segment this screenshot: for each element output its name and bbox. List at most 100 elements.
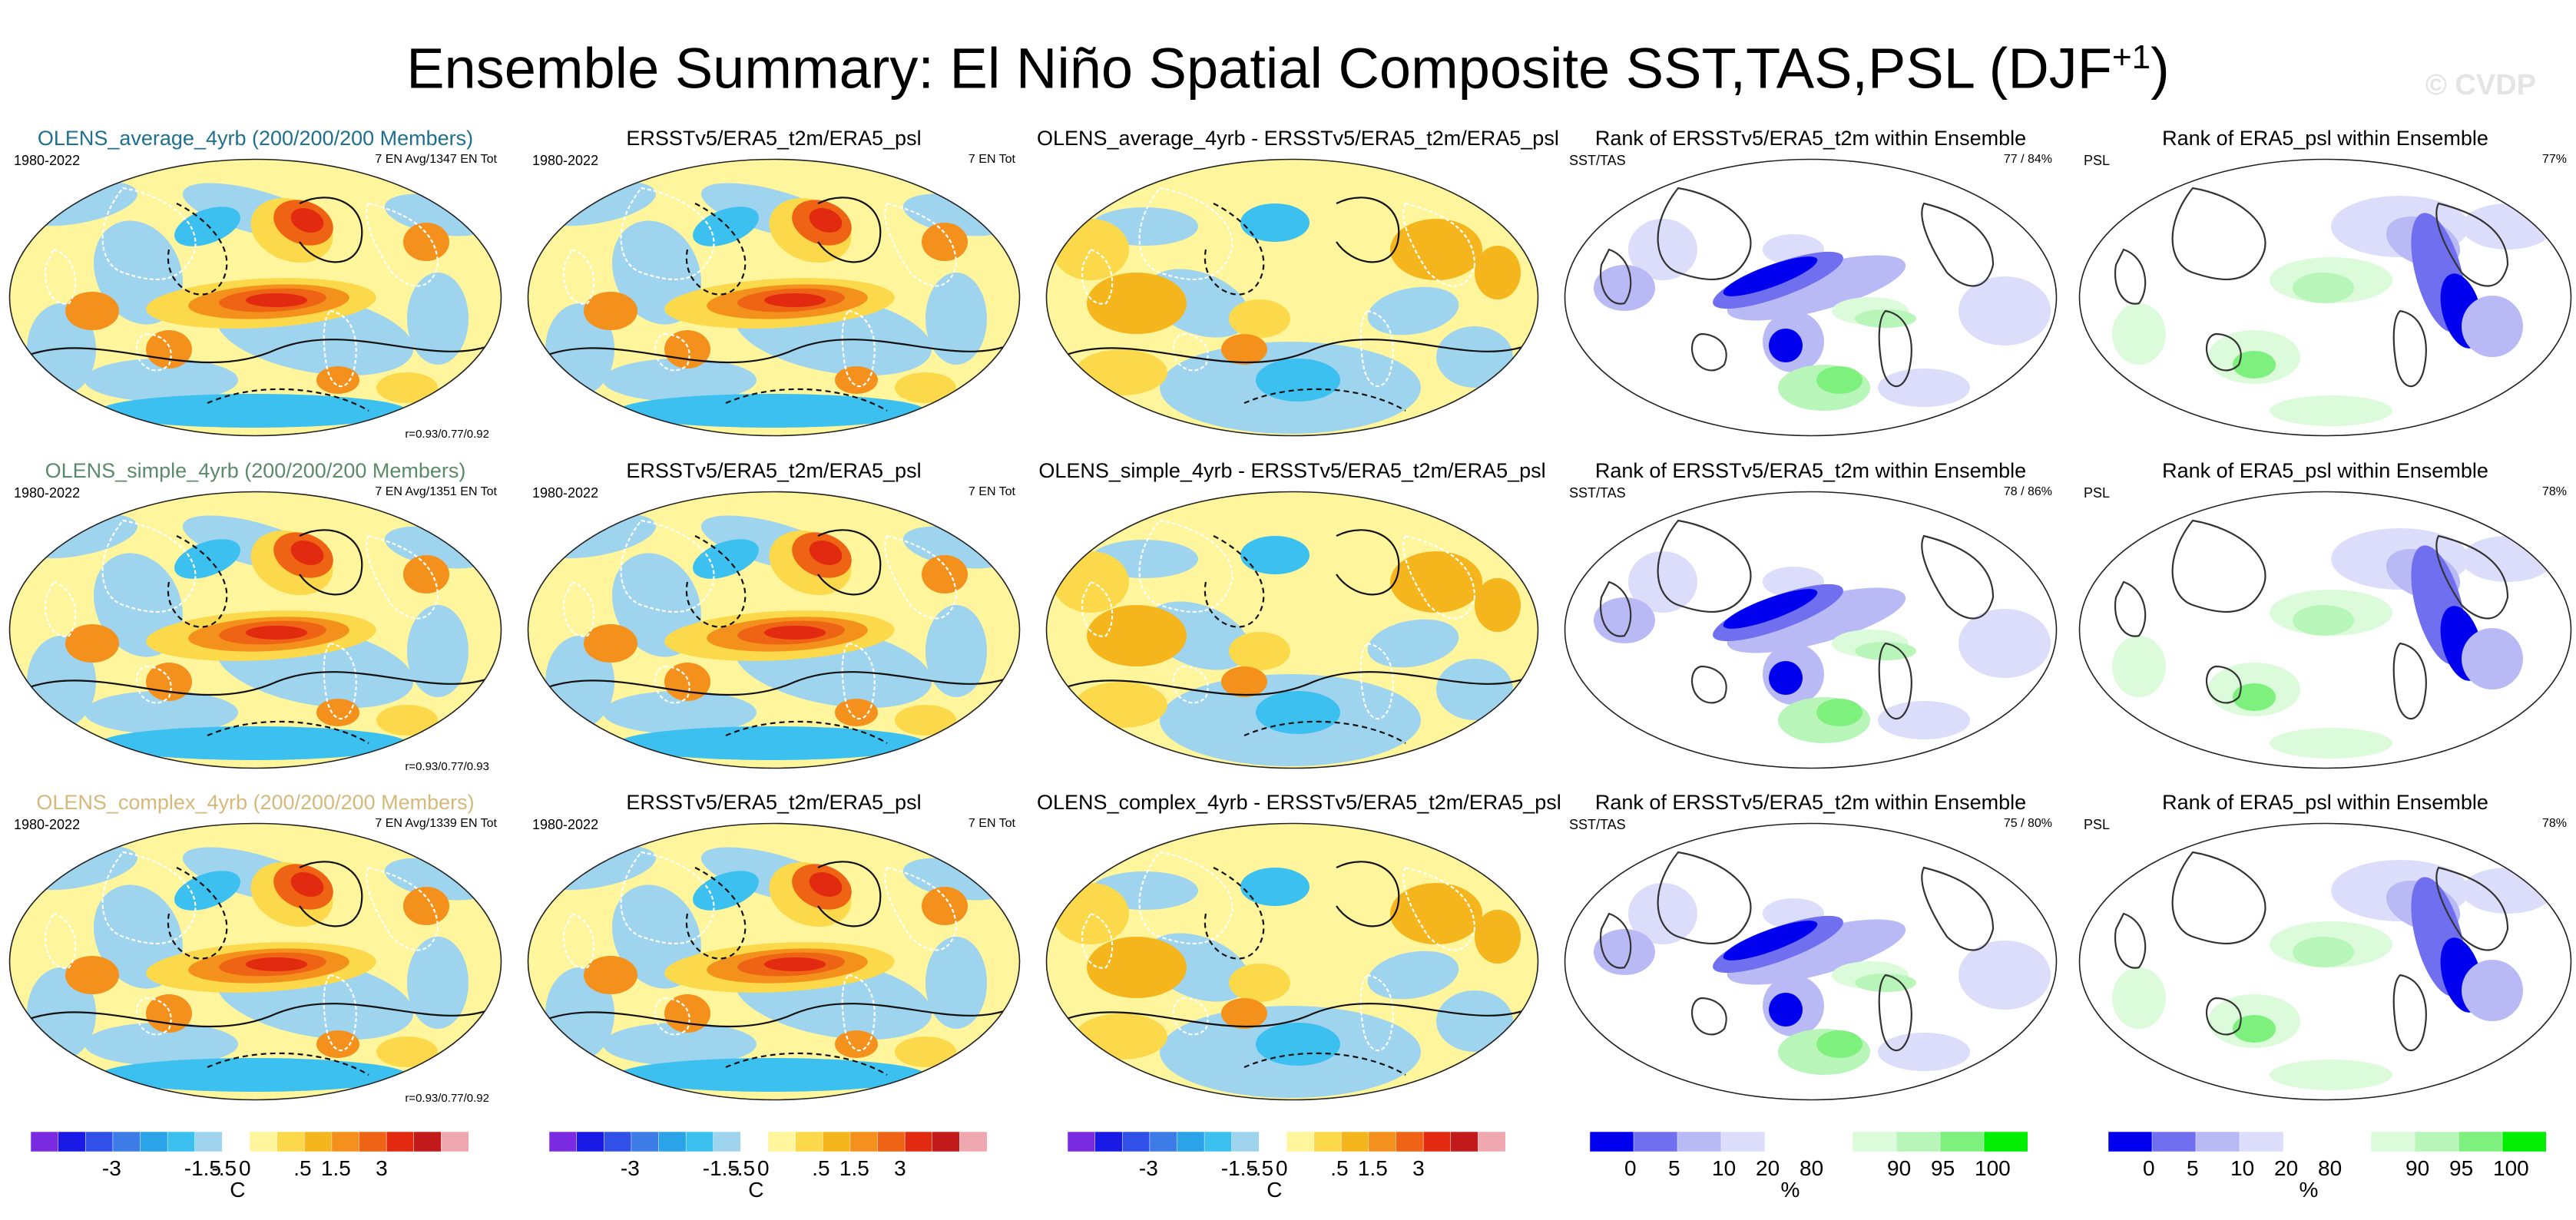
colorbar-swatch <box>1094 1131 1123 1152</box>
panel-row2-col4: Rank of ERSSTv5/ERA5_t2m within Ensemble… <box>1555 459 2066 782</box>
panel-period-label: SST/TAS <box>1569 817 1626 832</box>
colorbar-swatch <box>2195 1131 2240 1152</box>
colorbar-tick-label: -.5 <box>1248 1156 1274 1180</box>
colorbar-tick-label: 0 <box>239 1156 251 1180</box>
colorbar-swatch <box>849 1131 879 1152</box>
colorbar-swatch <box>1808 1131 1853 1152</box>
colorbar-anomaly-3: -3 -1.5 -.5 0 .5 1.5 3 C <box>1067 1131 1506 1202</box>
colorbar-tick-label: 100 <box>2493 1156 2529 1180</box>
colorbar-tick-label: -.5 <box>730 1156 756 1180</box>
panel-count-label: 7 EN Avg/1351 EN Tot <box>375 485 497 498</box>
panel-correlation-label: r=0.93/0.77/0.93 <box>405 760 489 773</box>
panel-title: Rank of ERSSTv5/ERA5_t2m within Ensemble <box>1594 791 2027 814</box>
colorbar-tick-label: 3 <box>894 1156 906 1180</box>
map-rank-r2-c5 <box>2078 491 2572 769</box>
colorbar-tick-label: 100 <box>1975 1156 2011 1180</box>
colorbar-tick-label: -1.5 <box>1220 1156 1258 1180</box>
panel-count-label: 77 / 84% <box>2003 153 2052 166</box>
colorbar-tick-label: -1.5 <box>702 1156 740 1180</box>
colorbar-swatch <box>1422 1131 1452 1152</box>
panel-count-label: 78% <box>2541 485 2567 498</box>
colorbar-swatch <box>1450 1131 1479 1152</box>
colorbar-tick-label: 0 <box>2143 1156 2155 1180</box>
colorbar-unit: C <box>1266 1178 1283 1202</box>
panel-row1-col3: OLENS_average_4yrb - ERSSTv5/ERA5_t2m/ER… <box>1037 127 1559 449</box>
map-rank-r1-c5 <box>2078 158 2572 437</box>
colorbar-tick-label: 10 <box>1712 1156 1737 1180</box>
colorbar-swatch <box>1122 1131 1151 1152</box>
panel-title: OLENS_average_4yrb - ERSSTv5/ERA5_t2m/ER… <box>1037 127 1559 150</box>
panel-correlation-label: r=0.93/0.77/0.92 <box>405 1092 489 1105</box>
map-rank-r2-c4 <box>1564 491 2058 769</box>
colorbar-unit: C <box>230 1178 246 1202</box>
map-full-r3-c2 <box>527 822 1021 1101</box>
colorbar-swatch <box>658 1131 687 1152</box>
colorbar-tick-label: 0 <box>1624 1156 1637 1180</box>
figure-title: Ensemble Summary: El Niño Spatial Compos… <box>406 36 2170 101</box>
panel-period-label: 1980-2022 <box>532 485 599 501</box>
cvdp-watermark: © CVDP <box>2425 69 2536 101</box>
colorbar-tick-label: 20 <box>2274 1156 2299 1180</box>
panel-title: ERSSTv5/ERA5_t2m/ERA5_psl <box>626 127 922 150</box>
panel-row1-col4: Rank of ERSSTv5/ERA5_t2m within Ensemble… <box>1555 127 2066 449</box>
colorbar-swatch <box>604 1131 632 1152</box>
map-full-r2-c1 <box>8 491 502 769</box>
map-diff-r2-c3 <box>1045 491 1539 769</box>
colorbar-swatch <box>2370 1131 2415 1152</box>
colorbar-swatch <box>30 1131 59 1152</box>
colorbar-swatches <box>1067 1131 1506 1152</box>
colorbar-swatch <box>249 1131 278 1152</box>
colorbar-swatch <box>359 1131 387 1152</box>
colorbar-swatch <box>2283 1131 2328 1152</box>
colorbar-swatch <box>112 1131 141 1152</box>
colorbar-unit: C <box>748 1178 764 1202</box>
map-full-r1-c2 <box>527 158 1021 437</box>
colorbar-swatch <box>1896 1131 1941 1152</box>
colorbar-tick-label: 5 <box>2187 1156 2199 1180</box>
colorbar-swatch <box>740 1131 769 1152</box>
panel-count-label: 78 / 86% <box>2003 485 2052 498</box>
panel-title: OLENS_simple_4yrb - ERSSTv5/ERA5_t2m/ERA… <box>1038 459 1546 482</box>
colorbar-swatch <box>2239 1131 2284 1152</box>
colorbar-tick-label: -.5 <box>211 1156 237 1180</box>
colorbar-anomaly-1: -3 -1.5 -.5 0 .5 1.5 3 C <box>30 1131 469 1202</box>
colorbar-tick-label: 1.5 <box>1357 1156 1388 1180</box>
colorbar-swatch <box>1764 1131 1809 1152</box>
panel-title: Rank of ERSSTv5/ERA5_t2m within Ensemble <box>1594 459 2027 482</box>
panel-period-label: PSL <box>2084 817 2111 832</box>
panel-period-label: 1980-2022 <box>14 485 81 501</box>
colorbar-swatch <box>959 1131 988 1152</box>
colorbar-tick-label: 3 <box>376 1156 388 1180</box>
colorbar-swatch <box>167 1131 196 1152</box>
panel-row2-col5: Rank of ERA5_psl within Ensemble PSL 78% <box>2070 459 2576 782</box>
panel-row1-col2: ERSSTv5/ERA5_t2m/ERA5_psl 1980-2022 7 EN T… <box>518 127 1029 449</box>
colorbar-swatch <box>2458 1131 2503 1152</box>
colorbar-swatch <box>304 1131 333 1152</box>
colorbar-tick-label: .5 <box>1330 1156 1349 1180</box>
colorbar-swatch <box>1633 1131 1678 1152</box>
colorbar-swatch <box>58 1131 86 1152</box>
colorbar-swatch <box>1313 1131 1342 1152</box>
panel-row3-col4: Rank of ERSSTv5/ERA5_t2m within Ensemble… <box>1555 791 2066 1113</box>
panel-correlation-label: r=0.93/0.77/0.92 <box>405 428 489 441</box>
colorbar-tick-label: -1.5 <box>184 1156 221 1180</box>
colorbar-swatch <box>685 1131 714 1152</box>
colorbar-tick-label: 0 <box>1276 1156 1288 1180</box>
colorbar-tick-label: 3 <box>1412 1156 1425 1180</box>
colorbar-swatch <box>441 1131 469 1152</box>
panel-title: OLENS_complex_4yrb (200/200/200 Members) <box>36 791 475 814</box>
map-full-r2-c2 <box>527 491 1021 769</box>
panel-count-label: 7 EN Avg/1347 EN Tot <box>375 153 497 166</box>
colorbar-tick-label: 80 <box>1800 1156 1824 1180</box>
panel-count-label: 7 EN Tot <box>968 153 1015 166</box>
colorbar-tick-label: 5 <box>1668 1156 1680 1180</box>
panel-count-label: 78% <box>2541 817 2567 830</box>
panel-title: ERSSTv5/ERA5_t2m/ERA5_psl <box>626 791 922 814</box>
colorbar-swatch <box>1939 1131 1985 1152</box>
colorbar-swatch <box>795 1131 823 1152</box>
colorbar-swatch <box>386 1131 415 1152</box>
colorbar-unit: % <box>2299 1178 2319 1202</box>
colorbar-swatch <box>713 1131 742 1152</box>
colorbar-swatch <box>1983 1131 2028 1152</box>
colorbar-swatch <box>194 1131 223 1152</box>
